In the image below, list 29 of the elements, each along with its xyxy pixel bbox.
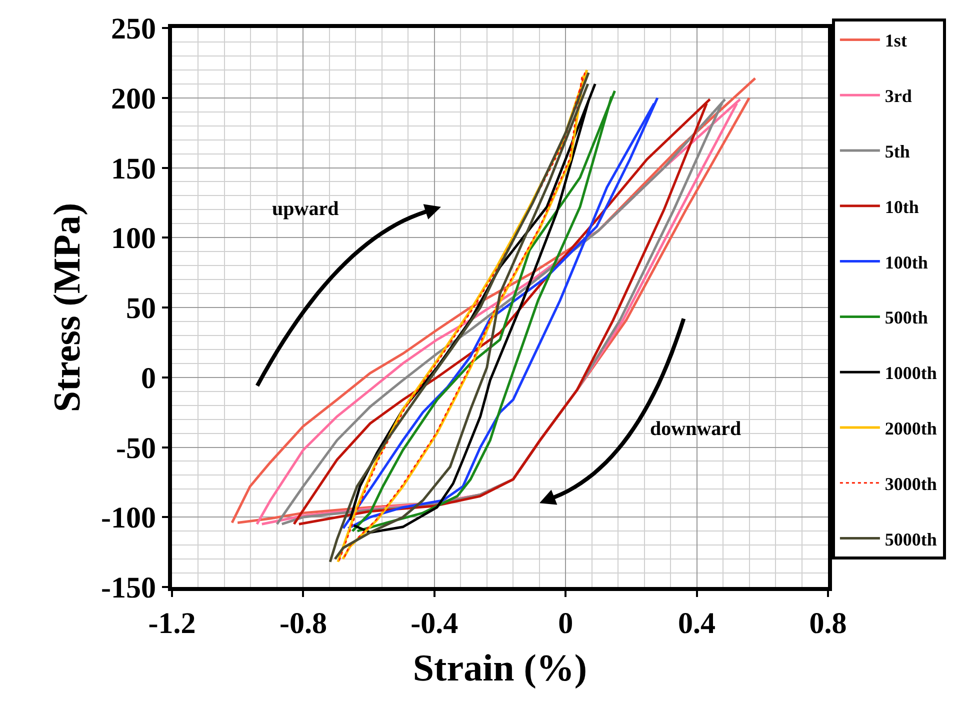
x-tick-label: -1.2 — [148, 607, 196, 640]
y-tick-label: 200 — [111, 82, 156, 116]
legend-label: 10th — [884, 196, 919, 217]
y-tick-label: 250 — [111, 12, 156, 46]
legend-label: 1st — [884, 30, 907, 51]
legend-label: 5th — [884, 142, 910, 162]
legend-label: 3rd — [884, 86, 912, 106]
x-tick-label: -0.8 — [279, 607, 327, 640]
y-tick-label: 0 — [141, 362, 156, 395]
y-tick-label: -100 — [101, 502, 156, 535]
y-tick-label: -150 — [101, 572, 156, 604]
y-tick-label: 100 — [111, 222, 156, 256]
y-tick-label: 50 — [126, 292, 156, 325]
legend-label: 3000th — [884, 474, 937, 494]
x-tick-label: 0.4 — [678, 607, 716, 640]
y-tick-label: 150 — [111, 152, 156, 186]
annotation: downward — [650, 418, 742, 440]
legend-label: 1000th — [884, 363, 937, 384]
x-tick-label: 0 — [558, 607, 574, 640]
y-tick-label: -50 — [116, 432, 156, 465]
x-tick-label: -0.4 — [410, 607, 458, 640]
legend-label: 5000th — [884, 529, 937, 550]
legend-label: 100th — [884, 252, 928, 272]
x-axis-title: Strain (%) — [412, 648, 588, 690]
annotation: upward — [272, 198, 339, 220]
legend-label: 2000th — [884, 418, 937, 439]
legend-label: 500th — [884, 308, 928, 328]
x-tick-label: 0.8 — [809, 607, 847, 640]
y-axis-title: Stress (MPa) — [46, 202, 89, 412]
